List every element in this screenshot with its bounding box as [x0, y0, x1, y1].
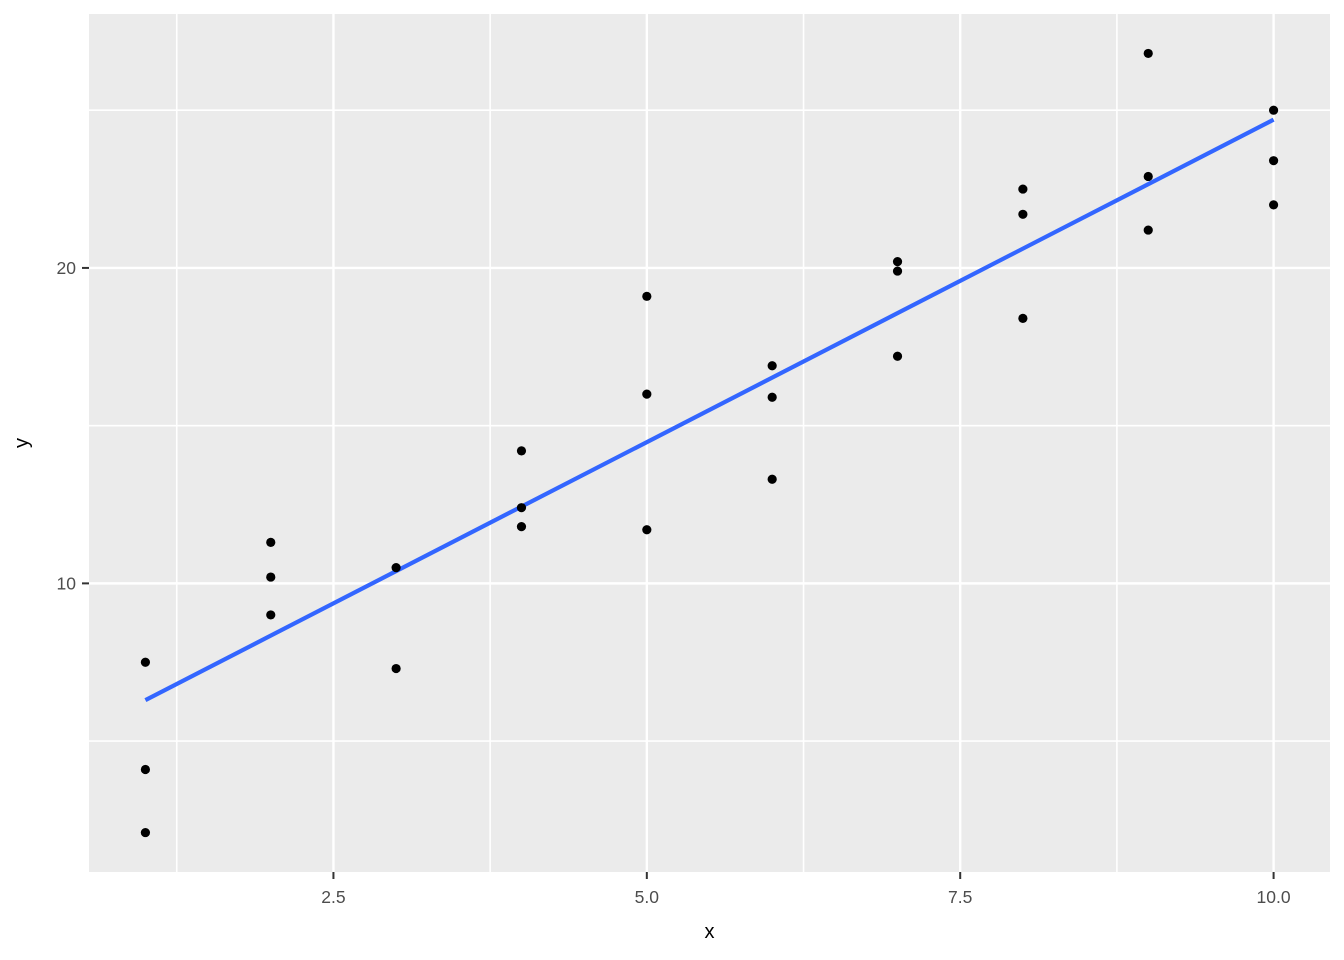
data-point: [642, 389, 652, 399]
x-axis-tick-label: 5.0: [635, 887, 660, 907]
x-axis-tick-label: 2.5: [321, 887, 345, 907]
data-point: [892, 257, 903, 267]
data-point: [1143, 171, 1153, 182]
data-point: [892, 351, 903, 361]
data-point: [1143, 225, 1153, 235]
x-axis-tick-label: 7.5: [948, 887, 972, 907]
data-point: [266, 610, 276, 620]
data-point: [767, 361, 777, 371]
data-point: [642, 525, 652, 535]
plot-panel: [89, 14, 1330, 872]
data-point: [642, 291, 652, 301]
data-point: [391, 663, 401, 674]
data-point: [1018, 209, 1028, 219]
data-point: [1268, 105, 1279, 115]
data-point: [892, 266, 903, 276]
data-point: [1268, 156, 1279, 166]
trend-line: [144, 117, 1275, 702]
x-axis-tick-label: 10.0: [1257, 887, 1291, 907]
data-point: [391, 562, 401, 573]
data-point: [1268, 200, 1279, 210]
data-point: [516, 503, 527, 513]
y-axis-tick-label: 20: [57, 258, 77, 278]
data-point: [1018, 184, 1028, 194]
data-point: [266, 537, 276, 547]
data-point: [1143, 48, 1153, 59]
data-point: [516, 446, 527, 456]
data-point: [266, 572, 276, 582]
data-point: [140, 764, 151, 775]
data-point: [767, 474, 777, 484]
data-point: [1018, 313, 1028, 324]
data-point: [140, 657, 151, 667]
data-point: [140, 827, 151, 838]
x-axis-title: x: [705, 921, 715, 943]
data-point: [516, 521, 527, 532]
y-axis-title: y: [11, 438, 33, 448]
data-point: [767, 392, 777, 402]
y-axis-tick-label: 10: [57, 573, 77, 593]
